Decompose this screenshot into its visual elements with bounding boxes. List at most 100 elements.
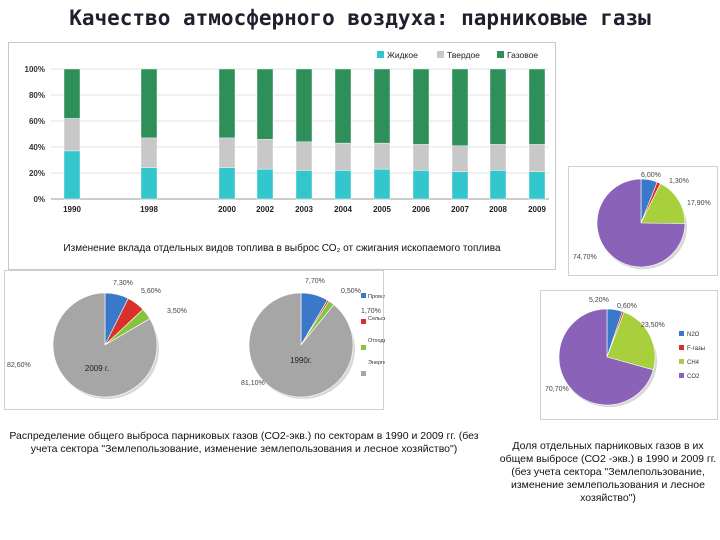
legend-swatch (437, 51, 444, 58)
bar-segment (489, 170, 507, 200)
bar-segment (451, 145, 469, 172)
x-tick-label: 2008 (489, 205, 507, 214)
y-tick-label: 60% (29, 117, 45, 126)
bar-segment (63, 118, 81, 152)
legend-swatch (679, 331, 684, 336)
bar-segment (218, 137, 236, 169)
data-label: 1,70% (361, 308, 381, 315)
bar-segment (218, 167, 236, 200)
bar-segment (528, 171, 546, 200)
bar-segment (489, 144, 507, 171)
x-tick-label: 2004 (334, 205, 352, 214)
data-label: 0,50% (341, 288, 361, 295)
legend-swatch (361, 371, 366, 376)
page-title: Качество атмосферного воздуха: парниковы… (69, 6, 651, 30)
legend-swatch (679, 359, 684, 364)
x-tick-label: 2002 (256, 205, 274, 214)
bar-segment (412, 170, 430, 200)
x-tick-label: 2005 (373, 205, 391, 214)
bar-segment (256, 168, 274, 200)
legend-swatch (679, 345, 684, 350)
bar-segment (373, 168, 391, 200)
data-label: 70,70% (545, 386, 569, 393)
x-tick-label: 2006 (412, 205, 430, 214)
bar-segment (295, 141, 313, 171)
y-tick-label: 80% (29, 91, 45, 100)
legend-label: CH4 (687, 360, 700, 366)
bar-segment (528, 144, 546, 172)
stacked-bar-chart: 0% 20% 40% 60% 80% 100% 1990 1998 2000 2002 2003 20… (25, 50, 549, 214)
bar-segment (451, 68, 469, 146)
bar-segment (489, 68, 507, 145)
legend-label: Жидкое (387, 50, 418, 60)
legend-label: Газовое (507, 50, 538, 60)
bar-segment (256, 138, 274, 170)
x-tick-label: 2009 (528, 205, 546, 214)
legend-label: CO2 (687, 374, 700, 380)
data-label: 0,60% (617, 303, 637, 310)
pie-slice (248, 292, 354, 398)
data-label: 7,30% (113, 280, 133, 287)
data-label: 5,60% (141, 288, 161, 295)
pie-gas-2009-panel: 5,20% 0,60% 23,50% 70,70% N2O F-газы CH4 CO2 (540, 290, 718, 420)
legend-swatch (361, 319, 366, 324)
pie-gas-1990-panel: 6,00% 1,30% 17,90% 74,70% (568, 166, 718, 276)
pie-slice (640, 183, 686, 224)
bar-segment (140, 68, 158, 139)
y-tick-label: 0% (33, 195, 45, 204)
gas-caption: Доля отдельных парниковых газов в их общ… (499, 440, 717, 504)
pie-slice (596, 178, 686, 268)
legend-label: F-газы (687, 346, 705, 352)
y-tick-label: 100% (25, 65, 45, 74)
legend-label: Отходы (368, 338, 385, 344)
legend-swatch (497, 51, 504, 58)
legend-swatch (377, 51, 384, 58)
legend-swatch (361, 345, 366, 350)
bar-segment (218, 68, 236, 139)
bar-segment (295, 68, 313, 143)
bar-segment (412, 144, 430, 171)
bar-segment (295, 170, 313, 200)
data-label: 81,10% (241, 380, 265, 387)
bar-segment (528, 68, 546, 145)
pie-chart-sectors: 7,30% 5,60% 3,50% 82,60% 2009 г. 7,70% 0,50% 1,… (7, 278, 419, 399)
bar-segment (373, 142, 391, 170)
bar-segment (334, 170, 352, 200)
pie-center-label: 2009 г. (85, 364, 109, 373)
legend-label: Сельское хозяйство (368, 315, 385, 322)
data-label: 23,50% (641, 322, 665, 329)
pie-center-label: 1990г. (290, 356, 312, 365)
data-label: 1,30% (669, 178, 689, 185)
bar-chart-panel: 0% 20% 40% 60% 80% 100% 1990 1998 2000 2002 2003 20… (8, 42, 556, 270)
legend-label: Энергетика (368, 360, 385, 366)
pie-slice (52, 292, 158, 398)
bar-segment (140, 137, 158, 169)
legend-swatch (361, 293, 366, 298)
x-tick-label: 2003 (295, 205, 313, 214)
bar-segment (373, 68, 391, 144)
pie-chart-gas-2009: 5,20% 0,60% 23,50% 70,70% N2O F-газы CH4 CO2 (545, 297, 705, 408)
pie-chart-gas-1990: 6,00% 1,30% 17,90% 74,70% (573, 172, 711, 270)
legend-swatch (679, 373, 684, 378)
data-label: 7,70% (305, 278, 325, 285)
data-label: 82,60% (7, 362, 31, 369)
y-tick-label: 20% (29, 169, 45, 178)
pie-slice (558, 308, 654, 406)
x-tick-label: 1998 (140, 205, 158, 214)
x-tick-label: 1990 (63, 205, 81, 214)
data-label: 3,50% (167, 308, 187, 315)
pie-slice (606, 311, 656, 371)
bar-segment (451, 171, 469, 200)
data-label: 5,20% (589, 297, 609, 304)
sector-caption: Распределение общего выброса парниковых … (9, 430, 479, 455)
legend-label: Твердое (447, 50, 480, 60)
bar-segment (63, 68, 81, 119)
bar-segment (334, 68, 352, 144)
x-tick-label: 2000 (218, 205, 236, 214)
legend-label: Пром.процессы (368, 294, 385, 300)
data-label: 17,90% (687, 200, 711, 207)
legend-label: N2O (687, 332, 700, 338)
bar-chart-caption: Изменение вклада отдельных видов топлива… (63, 243, 501, 254)
bar-segment (412, 68, 430, 145)
x-tick-label: 2007 (451, 205, 469, 214)
